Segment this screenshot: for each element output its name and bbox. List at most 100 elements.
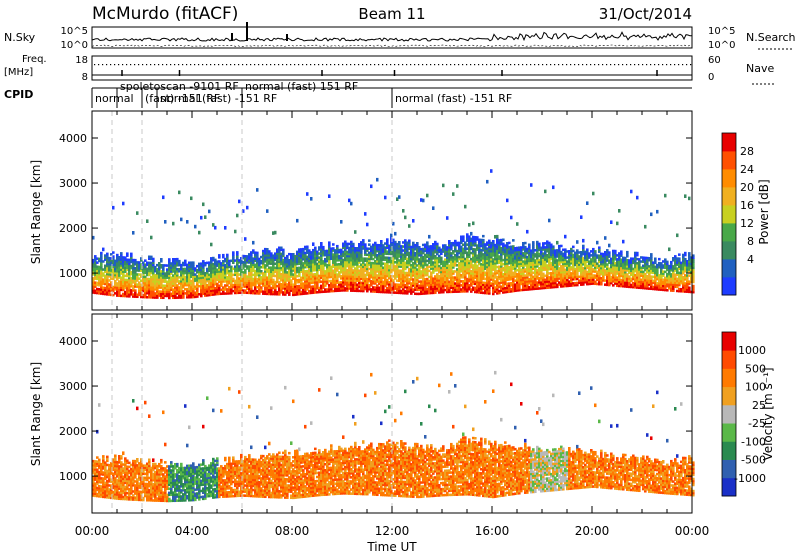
nave-dot	[434, 64, 435, 65]
power-cell	[368, 243, 371, 246]
nave-dot	[338, 64, 339, 65]
nave-dot	[370, 64, 371, 65]
nave-dot	[274, 64, 275, 65]
power-cell	[348, 199, 351, 203]
nave-dot	[162, 64, 163, 65]
power-cell	[160, 258, 163, 261]
nave-dot	[330, 64, 331, 65]
nave-dot	[246, 64, 247, 65]
power-cell	[374, 242, 377, 245]
nave-dot	[634, 64, 635, 65]
nave-dot	[278, 64, 279, 65]
nave-dot	[214, 64, 215, 65]
nave-dot	[430, 64, 431, 65]
power-cell	[100, 252, 103, 255]
freq-tick-high: 18	[75, 55, 88, 66]
nave-dot	[670, 64, 671, 65]
power-cell	[452, 192, 455, 196]
power-cell	[556, 241, 559, 245]
power-cell	[130, 253, 133, 256]
nave-dot	[610, 64, 611, 65]
nave-dot	[242, 64, 243, 65]
power-cell	[332, 243, 335, 246]
nave-dot	[322, 64, 323, 65]
power-cell	[516, 222, 519, 226]
power-cell	[134, 259, 137, 262]
nave-dot	[222, 64, 223, 65]
power-cell	[442, 184, 445, 188]
power-cell	[296, 219, 299, 223]
nsky-label: N.Sky	[4, 31, 36, 44]
power-cell	[512, 239, 515, 242]
power-cell	[236, 214, 239, 218]
nave-dot	[558, 64, 559, 65]
power-cell	[180, 218, 183, 222]
cpid-segment-label: normal (fast) 151 RF	[245, 80, 358, 93]
power-cell	[266, 209, 269, 213]
power-cell	[376, 178, 379, 182]
nave-dot	[98, 64, 99, 65]
power-cell	[164, 220, 167, 224]
power-cell	[320, 242, 323, 245]
power-cell	[476, 236, 479, 239]
power-cell	[232, 251, 235, 254]
nave-dot	[194, 64, 195, 65]
nave-dot	[646, 64, 647, 65]
power-cell	[352, 243, 355, 246]
power-cell	[172, 222, 175, 226]
power-cell	[306, 192, 309, 196]
nave-dot	[546, 64, 547, 65]
cpid-segments: normalspoletoscan -9101 RF(fast) -151 RF…	[92, 80, 512, 108]
power-cell	[126, 252, 129, 255]
nave-dot	[386, 64, 387, 65]
nave-label: Nave	[746, 62, 774, 75]
power-cell	[336, 245, 339, 248]
nave-dot	[594, 64, 595, 65]
power-cell	[432, 206, 435, 210]
nave-dot	[550, 64, 551, 65]
nave-dot	[586, 64, 587, 65]
nave-dot	[570, 64, 571, 65]
nave-dot	[250, 64, 251, 65]
nave-dot	[478, 64, 479, 65]
nave-dot	[682, 64, 683, 65]
power-cell	[390, 234, 393, 238]
power-cell	[552, 186, 555, 190]
power-cell	[146, 219, 149, 223]
nave-dot	[138, 64, 139, 65]
power-cell	[184, 260, 187, 263]
power-cell	[314, 247, 317, 250]
nave-dot	[642, 64, 643, 65]
power-cell	[544, 190, 547, 194]
nave-dot	[326, 64, 327, 65]
power-cell	[150, 236, 153, 240]
power-cell	[218, 254, 221, 257]
power-cell	[482, 235, 485, 238]
nave-dot	[146, 64, 147, 65]
power-cell	[238, 200, 241, 204]
power-cell	[468, 223, 471, 227]
nave-dot	[626, 64, 627, 65]
power-cell	[572, 246, 575, 249]
nave-dot	[382, 64, 383, 65]
nave-dot	[654, 64, 655, 65]
nave-dot	[574, 64, 575, 65]
nave-dot	[482, 64, 483, 65]
power-cell	[506, 199, 509, 203]
freq-tick-low: 8	[82, 72, 88, 83]
power-cell	[524, 242, 527, 245]
nave-dot	[354, 64, 355, 65]
nave-dot	[174, 64, 175, 65]
power-cell	[412, 219, 415, 223]
freq-label-2: [MHz]	[4, 67, 33, 78]
nsearch-label: N.Search	[746, 31, 796, 44]
nave-dot	[534, 64, 535, 65]
power-cell	[364, 212, 367, 216]
power-cell	[200, 216, 203, 220]
nave-dot	[226, 64, 227, 65]
cpid-segment-label: normal (fast) -151 RF	[160, 92, 277, 105]
nave-dot	[426, 64, 427, 65]
nave-dot	[474, 64, 475, 65]
nsky-tick-high: 10^5	[61, 26, 88, 37]
